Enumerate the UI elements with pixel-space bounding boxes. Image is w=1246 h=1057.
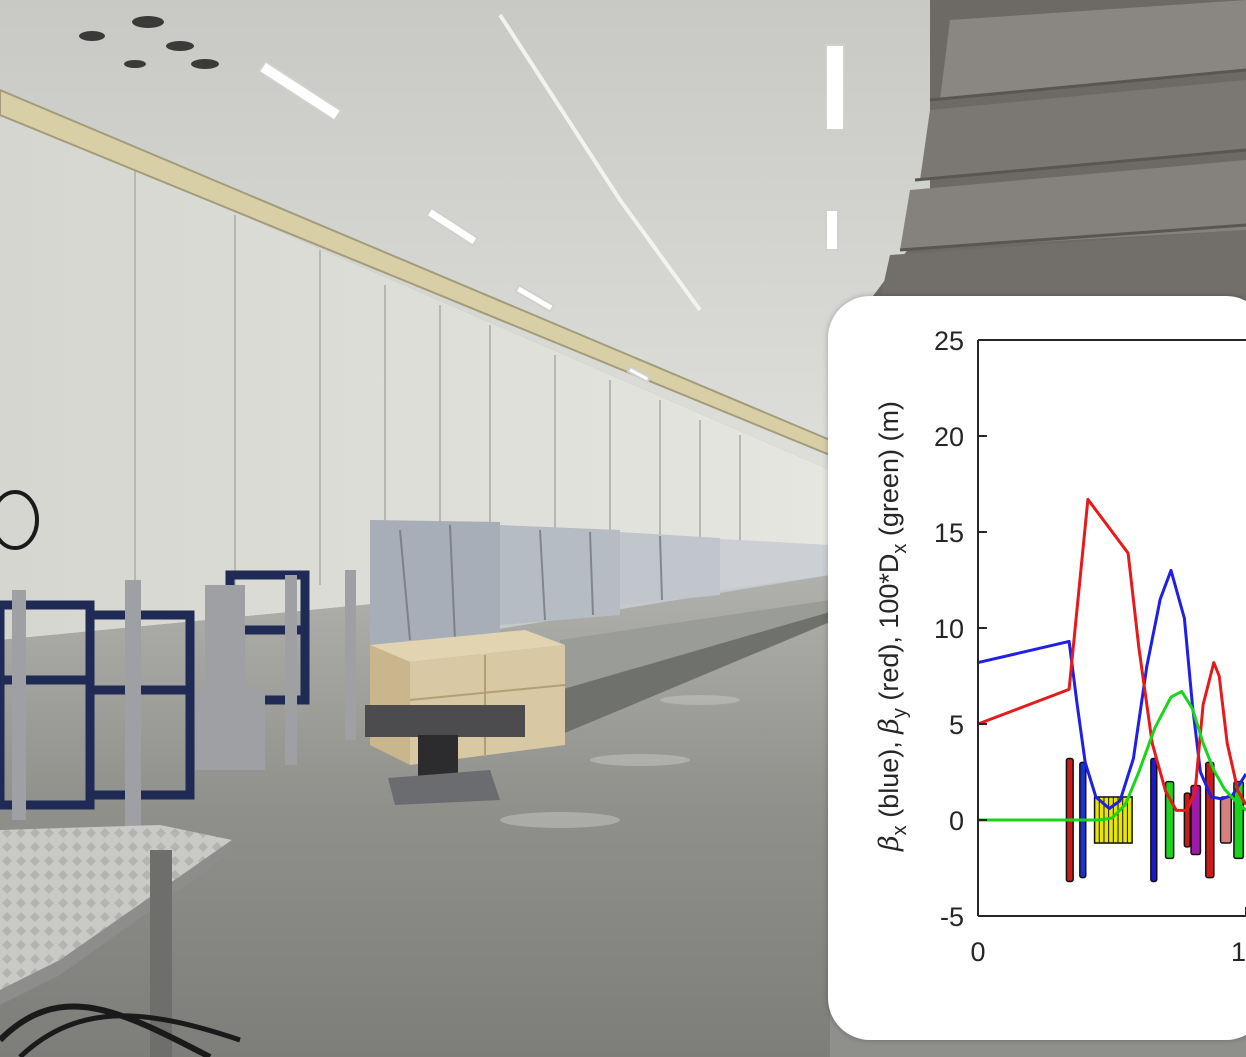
y-axis-label-part-7: (green) (m) (874, 401, 904, 544)
series-line-0 (977, 568, 1246, 810)
beta-function-plot: βx (blue), βy (red), 100*Dx (green) (m) … (874, 326, 1246, 967)
support-posts (12, 570, 356, 830)
diamond-plate-table (0, 825, 241, 1057)
lattice-element-7 (1205, 761, 1215, 879)
magnet-stand (365, 705, 525, 805)
y-axis-label-part-3: β (874, 718, 905, 735)
ceiling-vents (79, 16, 219, 69)
ceiling-conduit (498, 13, 702, 312)
x-tick-label: 0 (970, 937, 985, 967)
y-axis-label-part-2: (blue), (874, 734, 904, 826)
y-tick-label: 5 (949, 710, 964, 740)
y-tick-label: 15 (934, 518, 964, 548)
y-axis-label-part-6: x (889, 544, 911, 554)
y-axis-label: βx (blue), βy (red), 100*Dx (green) (m) (874, 401, 911, 852)
concrete-shielding (870, 0, 1246, 300)
plot-lines (977, 497, 1246, 822)
y-tick-label: 20 (934, 422, 964, 452)
magnet-girder-row (370, 520, 830, 735)
y-axis-label-part-4: y (889, 708, 911, 718)
x-tick-label: 10 (1231, 937, 1246, 967)
y-axis-label-part-1: x (889, 825, 911, 835)
lattice-element-3 (1150, 757, 1158, 883)
tunnel-wall (0, 110, 830, 640)
ceiling-lights (257, 44, 845, 384)
wooden-crate (370, 630, 566, 765)
y-tick-label: -5 (940, 902, 964, 932)
wall-panel-seams (134, 170, 741, 630)
lattice-element-8 (1219, 796, 1233, 844)
y-tick-label: 25 (934, 326, 964, 356)
y-tick-label: 0 (949, 806, 964, 836)
series-line-2 (978, 689, 1246, 822)
y-tick-label: 10 (934, 614, 964, 644)
y-axis-label-part-5: (red), 100*D (874, 554, 904, 709)
beta-function-plot-card: βx (blue), βy (red), 100*Dx (green) (m) … (828, 296, 1246, 1040)
floor-reflections (500, 695, 740, 828)
cable-coil (0, 490, 39, 550)
series-line-1 (977, 497, 1246, 812)
y-axis-label-part-0: β (874, 835, 905, 852)
